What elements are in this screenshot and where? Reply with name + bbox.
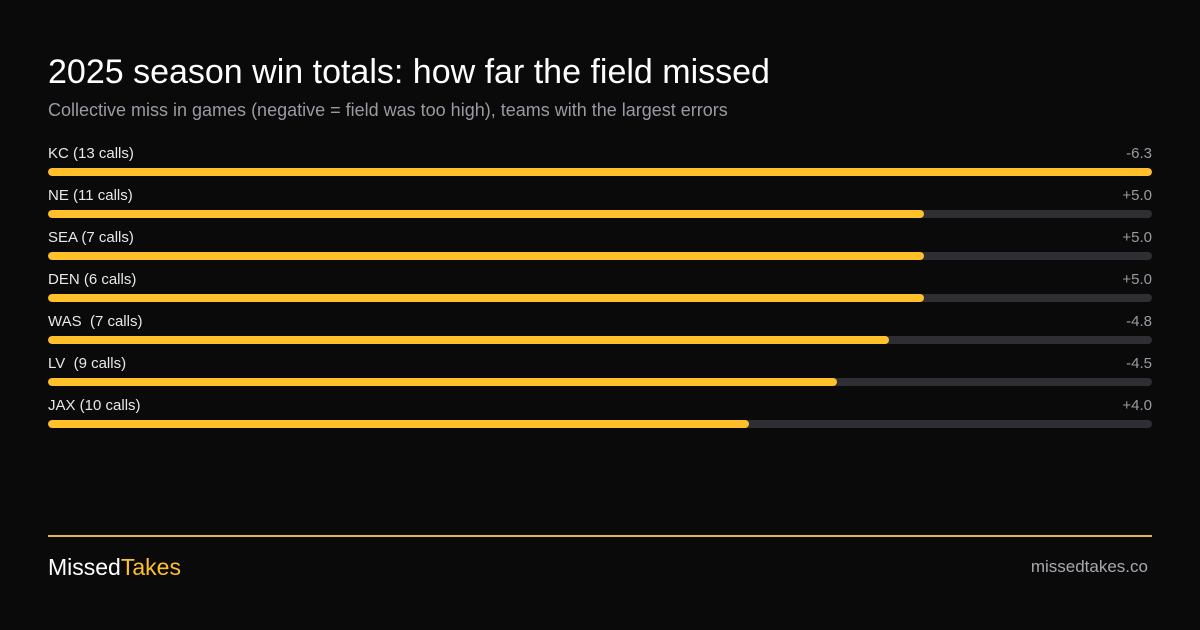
bar-row: DEN (6 calls) +5.0 <box>48 271 1152 313</box>
bar-fill <box>48 294 925 302</box>
bar-track <box>48 168 1152 176</box>
brand-name-part2: Takes <box>120 554 181 580</box>
bar-row: JAX (10 calls) +4.0 <box>48 397 1152 439</box>
bar-track <box>48 336 1152 344</box>
bar-row: WAS (7 calls) -4.8 <box>48 313 1152 355</box>
bar-value-label: +4.0 <box>1122 397 1152 414</box>
bar-fill <box>48 168 1152 176</box>
bar-label: KC (13 calls) <box>48 145 134 162</box>
bar-fill <box>48 420 749 428</box>
bar-fill <box>48 378 837 386</box>
chart-subtitle: Collective miss in games (negative = fie… <box>48 100 728 120</box>
bar-value-label: -4.8 <box>1126 313 1152 330</box>
bar-value-label: +5.0 <box>1122 229 1152 246</box>
bar-label: DEN (6 calls) <box>48 271 137 288</box>
bar-value-label: -6.3 <box>1126 145 1152 162</box>
bar-value-label: +5.0 <box>1122 187 1152 204</box>
bar-label: SEA (7 calls) <box>48 229 134 246</box>
bar-value-label: -4.5 <box>1126 355 1152 372</box>
bar-chart: KC (13 calls) -6.3 NE (11 calls) +5.0 SEA (7… <box>48 145 1152 439</box>
brand-name-part1: Missed <box>48 554 121 580</box>
bar-row: NE (11 calls) +5.0 <box>48 187 1152 229</box>
bar-row: SEA (7 calls) +5.0 <box>48 229 1152 271</box>
bar-track <box>48 294 1152 302</box>
bar-value-label: +5.0 <box>1122 271 1152 288</box>
bar-row: KC (13 calls) -6.3 <box>48 145 1152 187</box>
footer-divider <box>48 535 1152 537</box>
brand-logo: MissedTakes <box>48 552 181 582</box>
bar-track <box>48 252 1152 260</box>
bar-track <box>48 210 1152 218</box>
site-url: missedtakes.co <box>1030 557 1148 576</box>
bar-fill <box>48 252 925 260</box>
bar-row: LV (9 calls) -4.5 <box>48 355 1152 397</box>
bar-fill <box>48 336 890 344</box>
bar-label: LV (9 calls) <box>48 355 127 372</box>
bar-track <box>48 378 1152 386</box>
bar-label: NE (11 calls) <box>48 187 133 204</box>
bar-label: JAX (10 calls) <box>48 397 141 414</box>
bar-track <box>48 420 1152 428</box>
bar-label: WAS (7 calls) <box>48 313 143 330</box>
bar-fill <box>48 210 925 218</box>
chart-title: 2025 season win totals: how far the fiel… <box>48 53 770 91</box>
